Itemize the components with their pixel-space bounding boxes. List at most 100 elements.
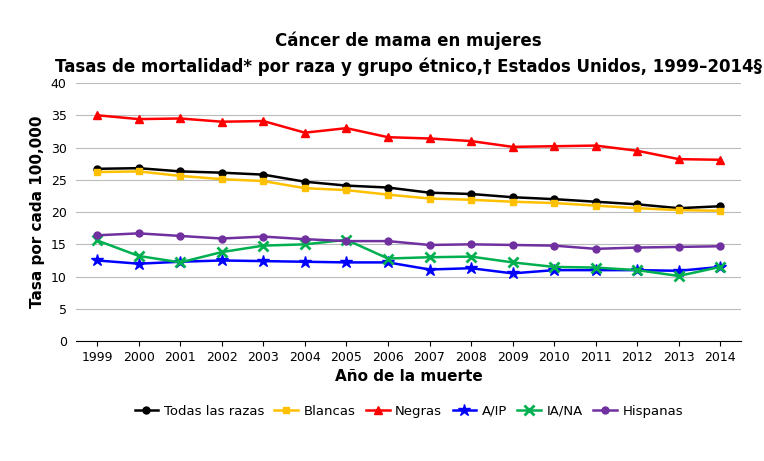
Negras (467, 138, 476, 144)
Todas las razas (633, 201, 642, 207)
Hispanas (300, 236, 309, 242)
Negras (591, 143, 601, 148)
Todas las razas (384, 185, 393, 190)
Blancas (342, 187, 351, 193)
Negras (300, 130, 309, 136)
IA/NA (176, 260, 185, 265)
Todas las razas (217, 170, 226, 176)
Blancas (674, 207, 683, 213)
Blancas (259, 178, 268, 184)
Blancas (176, 173, 185, 179)
Todas las razas (508, 195, 517, 200)
Todas las razas (716, 203, 725, 209)
A/IP (300, 259, 309, 265)
A/IP (508, 271, 517, 276)
A/IP (92, 258, 102, 263)
IA/NA (217, 249, 226, 255)
Negras (716, 157, 725, 163)
Blancas (92, 169, 102, 175)
Negras (342, 125, 351, 131)
IA/NA (674, 273, 683, 279)
Todas las razas (591, 199, 601, 205)
Hispanas (591, 246, 601, 252)
Line: A/IP: A/IP (91, 254, 727, 280)
Blancas (425, 196, 434, 201)
Negras (217, 119, 226, 124)
IA/NA (591, 265, 601, 270)
Hispanas (508, 242, 517, 248)
Blancas (467, 197, 476, 202)
Line: Negras: Negras (93, 111, 724, 164)
Negras (176, 116, 185, 121)
Line: Todas las razas: Todas las razas (94, 165, 724, 212)
Hispanas (259, 234, 268, 239)
A/IP (217, 258, 226, 263)
Hispanas (342, 238, 351, 244)
Line: Blancas: Blancas (94, 168, 724, 214)
A/IP (259, 258, 268, 264)
A/IP (176, 259, 185, 265)
Hispanas (549, 243, 558, 248)
A/IP (467, 266, 476, 271)
Blancas (217, 177, 226, 182)
IA/NA (300, 242, 309, 247)
Line: IA/NA: IA/NA (92, 235, 725, 281)
Hispanas (134, 230, 144, 236)
Negras (134, 116, 144, 122)
IA/NA (633, 267, 642, 273)
A/IP (384, 260, 393, 265)
Line: Hispanas: Hispanas (94, 230, 724, 252)
Negras (259, 118, 268, 124)
Negras (549, 143, 558, 149)
Hispanas (384, 238, 393, 244)
IA/NA (134, 253, 144, 259)
Blancas (384, 192, 393, 197)
Blancas (716, 208, 725, 213)
IA/NA (549, 264, 558, 270)
IA/NA (259, 243, 268, 248)
A/IP (633, 267, 642, 273)
Todas las razas (176, 169, 185, 174)
A/IP (674, 268, 683, 273)
Hispanas (176, 233, 185, 239)
A/IP (549, 267, 558, 273)
X-axis label: Año de la muerte: Año de la muerte (335, 369, 483, 384)
Todas las razas (92, 166, 102, 171)
Blancas (134, 169, 144, 174)
Todas las razas (425, 190, 434, 195)
IA/NA (384, 256, 393, 261)
A/IP (342, 260, 351, 265)
Blancas (549, 200, 558, 206)
IA/NA (425, 254, 434, 260)
Hispanas (633, 245, 642, 250)
Negras (92, 112, 102, 118)
Todas las razas (674, 206, 683, 211)
Hispanas (467, 242, 476, 247)
A/IP (716, 264, 725, 270)
IA/NA (508, 260, 517, 265)
A/IP (425, 267, 434, 272)
Y-axis label: Tasa por cada 100,000: Tasa por cada 100,000 (31, 116, 45, 308)
Negras (674, 156, 683, 162)
Negras (384, 135, 393, 140)
Hispanas (674, 244, 683, 250)
Todas las razas (549, 196, 558, 202)
Legend: Todas las razas, Blancas, Negras, A/IP, IA/NA, Hispanas: Todas las razas, Blancas, Negras, A/IP, … (134, 405, 683, 418)
IA/NA (467, 254, 476, 260)
Hispanas (425, 242, 434, 248)
Negras (508, 144, 517, 150)
Blancas (300, 185, 309, 191)
IA/NA (716, 264, 725, 270)
Negras (425, 136, 434, 141)
IA/NA (92, 238, 102, 243)
Blancas (508, 199, 517, 205)
Todas las razas (259, 172, 268, 177)
A/IP (134, 261, 144, 266)
Todas las razas (467, 191, 476, 197)
Blancas (633, 206, 642, 211)
Negras (633, 148, 642, 154)
Blancas (591, 203, 601, 208)
Hispanas (92, 232, 102, 238)
Todas las razas (300, 179, 309, 184)
IA/NA (342, 237, 351, 242)
